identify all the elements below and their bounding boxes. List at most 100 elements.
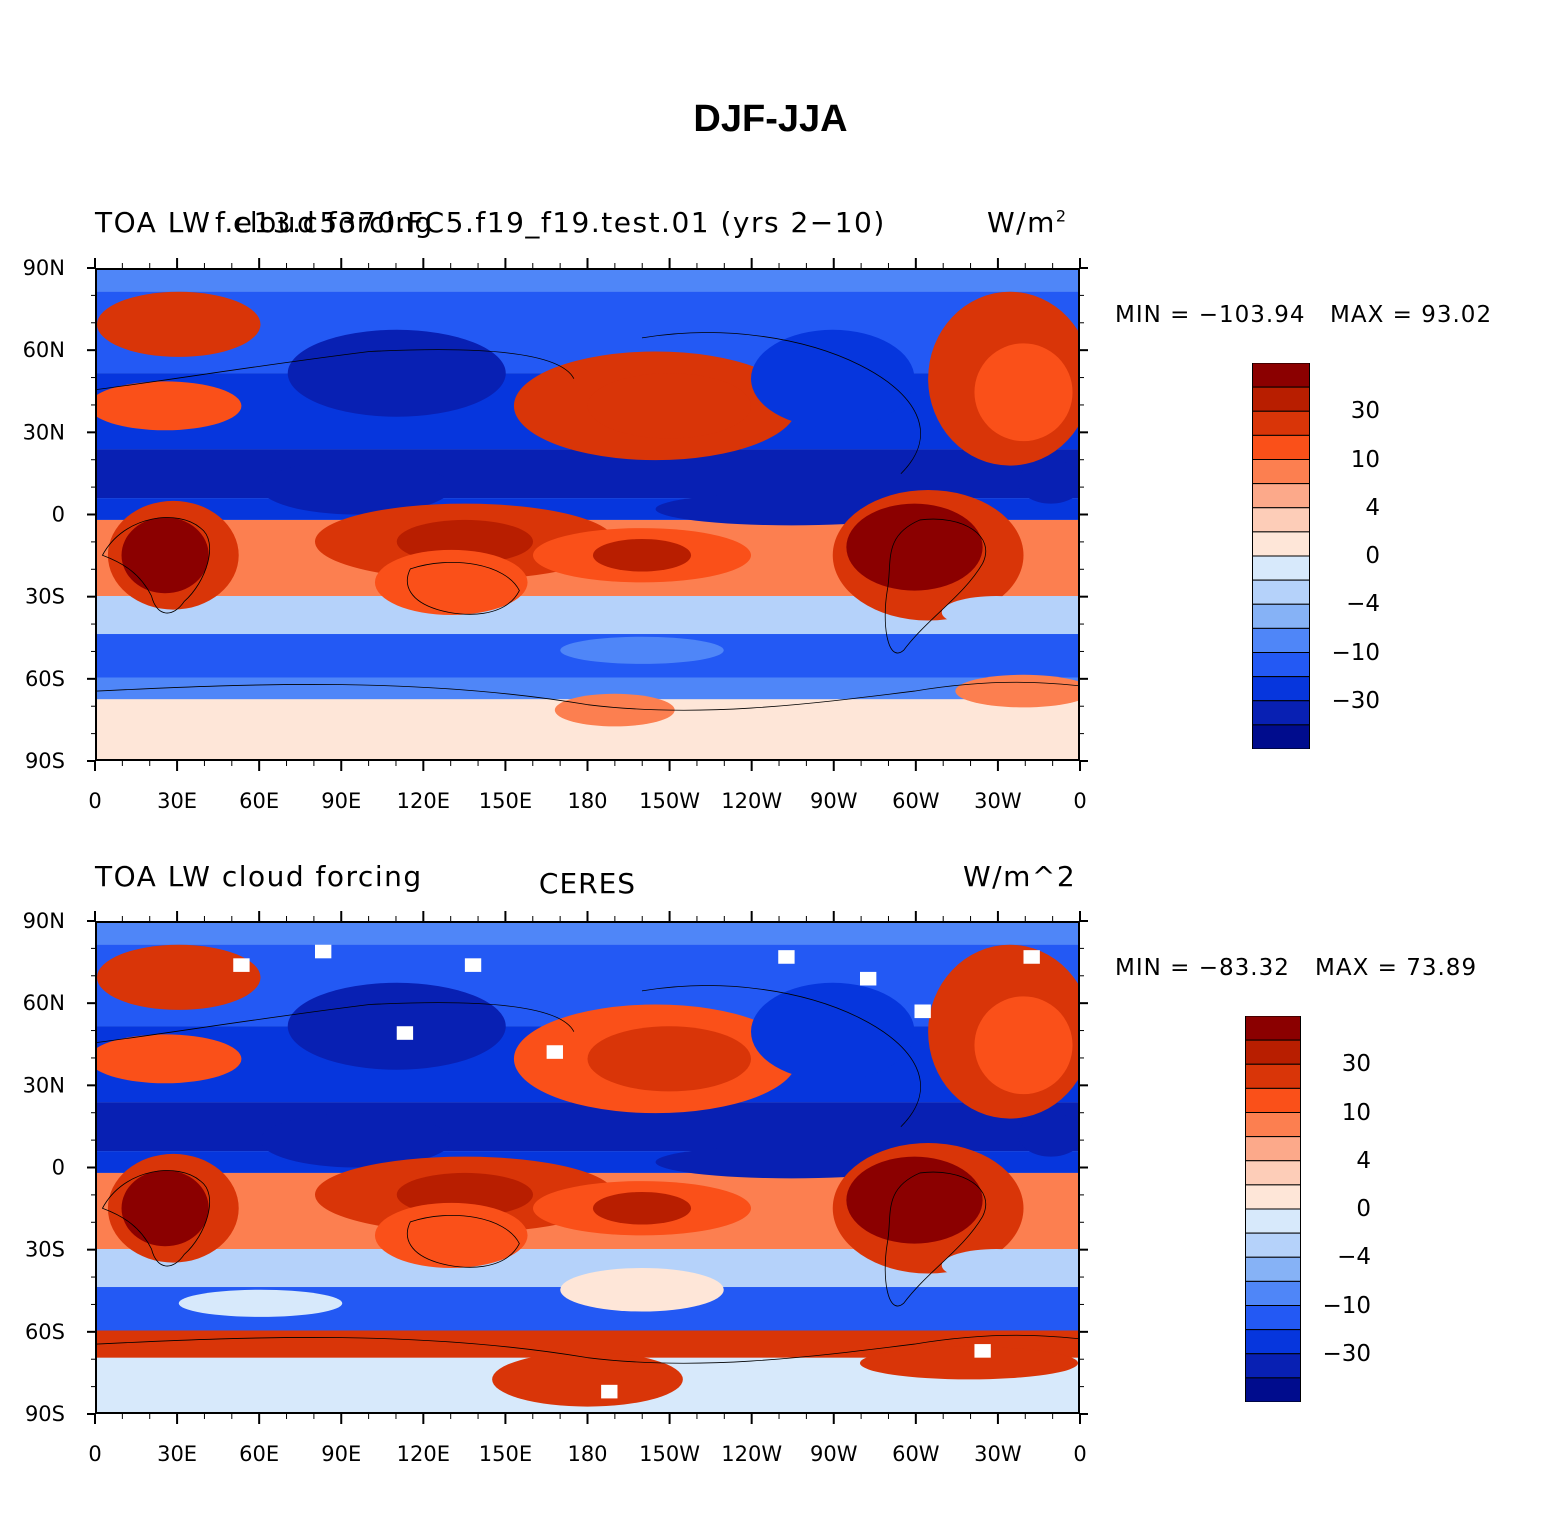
lon-label: 60W — [892, 1442, 940, 1466]
missing-data-cell — [974, 1344, 991, 1358]
lat-label: 30N — [23, 1073, 65, 1097]
field-patch — [260, 460, 452, 515]
field-patch — [974, 996, 1073, 1095]
colorbar-swatch — [1252, 555, 1310, 581]
colorbar-swatch — [1252, 652, 1310, 678]
lat-label: 90N — [23, 909, 65, 933]
colorbar-swatch — [1245, 1063, 1301, 1089]
missing-data-cell — [233, 958, 250, 972]
lon-label: 90W — [810, 1442, 858, 1466]
panel2-colorbar-labels: 30 10 4 0 −4 −10 −30 — [1301, 1016, 1391, 1402]
field-band — [97, 270, 1078, 292]
panel1-left-title: TOA LW — [95, 206, 212, 239]
missing-data-cell — [396, 1026, 414, 1040]
field-patch — [846, 1156, 983, 1244]
coastline — [97, 682, 1078, 710]
lon-label: 150E — [479, 1442, 532, 1466]
field-patch — [260, 1113, 452, 1168]
lon-label: 0 — [1073, 1442, 1086, 1466]
field-patch — [554, 693, 675, 727]
lat-label: 90N — [23, 256, 65, 280]
lon-label: 90E — [321, 789, 361, 813]
panel2-center-title: CERES — [538, 867, 637, 900]
field-patch — [97, 381, 242, 431]
field-patch — [287, 982, 506, 1070]
field-patch — [1018, 1113, 1078, 1157]
panel2-colorbar — [1245, 1015, 1301, 1403]
missing-data-cell — [860, 971, 877, 986]
colorbar-tick-label: 30 — [1341, 1051, 1371, 1078]
colorbar-tick-label: −4 — [1337, 1244, 1371, 1271]
colorbar-swatch — [1252, 410, 1310, 436]
colorbar-swatch — [1252, 386, 1310, 412]
field-patch — [941, 1249, 1051, 1282]
lon-label: 90W — [810, 789, 858, 813]
coastline — [885, 1172, 986, 1306]
lon-label: 120W — [721, 789, 782, 813]
panel1-units-text: W/m — [987, 206, 1056, 239]
missing-data-cell — [546, 1045, 563, 1059]
field-patch — [751, 329, 915, 428]
missing-data-cell — [315, 944, 332, 959]
panel1-units: W/m2 — [987, 206, 1068, 239]
field-band — [97, 677, 1078, 700]
coastline — [102, 1171, 209, 1266]
panel1-colorbar-labels: 30 10 4 0 −4 −10 −30 — [1310, 363, 1400, 749]
colorbar-tick-label: 10 — [1350, 446, 1380, 473]
coastline — [885, 519, 986, 653]
field-patch — [592, 1191, 692, 1225]
field-patch — [1018, 460, 1078, 504]
colorbar-swatch — [1245, 1377, 1301, 1403]
lon-label: 60E — [239, 789, 279, 813]
lon-label: 90E — [321, 1442, 361, 1466]
panel1-left-title-overlap: cloud forcing — [233, 206, 434, 239]
lon-label: 60E — [239, 1442, 279, 1466]
coastline — [407, 1215, 519, 1267]
field-patch — [374, 1202, 528, 1269]
lon-label: 30E — [157, 1442, 197, 1466]
colorbar-tick-label: −4 — [1346, 591, 1380, 618]
lon-label: 60W — [892, 789, 940, 813]
field-patch — [97, 1034, 242, 1084]
field-patch — [97, 291, 261, 357]
field-patch — [121, 517, 209, 594]
lon-label: 0 — [1073, 789, 1086, 813]
lon-label: 150E — [479, 789, 532, 813]
lat-label: 90S — [25, 1402, 65, 1426]
colorbar-swatch — [1245, 1256, 1301, 1282]
colorbar-tick-label: 0 — [1365, 543, 1380, 569]
missing-data-cell — [1023, 950, 1040, 964]
missing-data-cell — [914, 1004, 931, 1019]
coastline — [407, 562, 519, 614]
lon-label: 180 — [567, 1442, 607, 1466]
field-patch — [560, 1268, 724, 1312]
panel2-min-label: MIN = −83.32 — [1115, 955, 1290, 981]
panel2-contour-field — [97, 923, 1078, 1412]
lat-label: 30S — [25, 585, 65, 609]
lat-label: 60N — [23, 338, 65, 362]
lon-label: 120E — [397, 789, 450, 813]
colorbar-tick-label: 4 — [1356, 1147, 1371, 1174]
lon-label: 30W — [974, 1442, 1022, 1466]
missing-data-cell — [601, 1384, 618, 1399]
coastline — [97, 333, 921, 474]
field-patch — [560, 601, 779, 635]
missing-data-cell — [778, 950, 795, 964]
panel1-max-label: MAX = 93.02 — [1330, 302, 1493, 328]
lon-label: 120E — [397, 1442, 450, 1466]
colorbar-swatch — [1245, 1087, 1301, 1113]
panel1-colorbar — [1252, 362, 1310, 750]
figure-title: DJF-JJA — [693, 98, 848, 140]
colorbar-swatch — [1252, 459, 1310, 485]
coastline — [97, 986, 921, 1127]
field-patch — [587, 373, 751, 439]
colorbar-swatch — [1245, 1160, 1301, 1186]
missing-data-cell — [464, 958, 482, 972]
lat-label: 0 — [52, 503, 65, 527]
colorbar-tick-label: −10 — [1322, 1292, 1371, 1319]
panel1-min-label: MIN = −103.94 — [1115, 302, 1306, 328]
colorbar-tick-label: 0 — [1356, 1196, 1371, 1222]
lon-label: 150W — [639, 789, 700, 813]
lon-label: 0 — [88, 1442, 101, 1466]
